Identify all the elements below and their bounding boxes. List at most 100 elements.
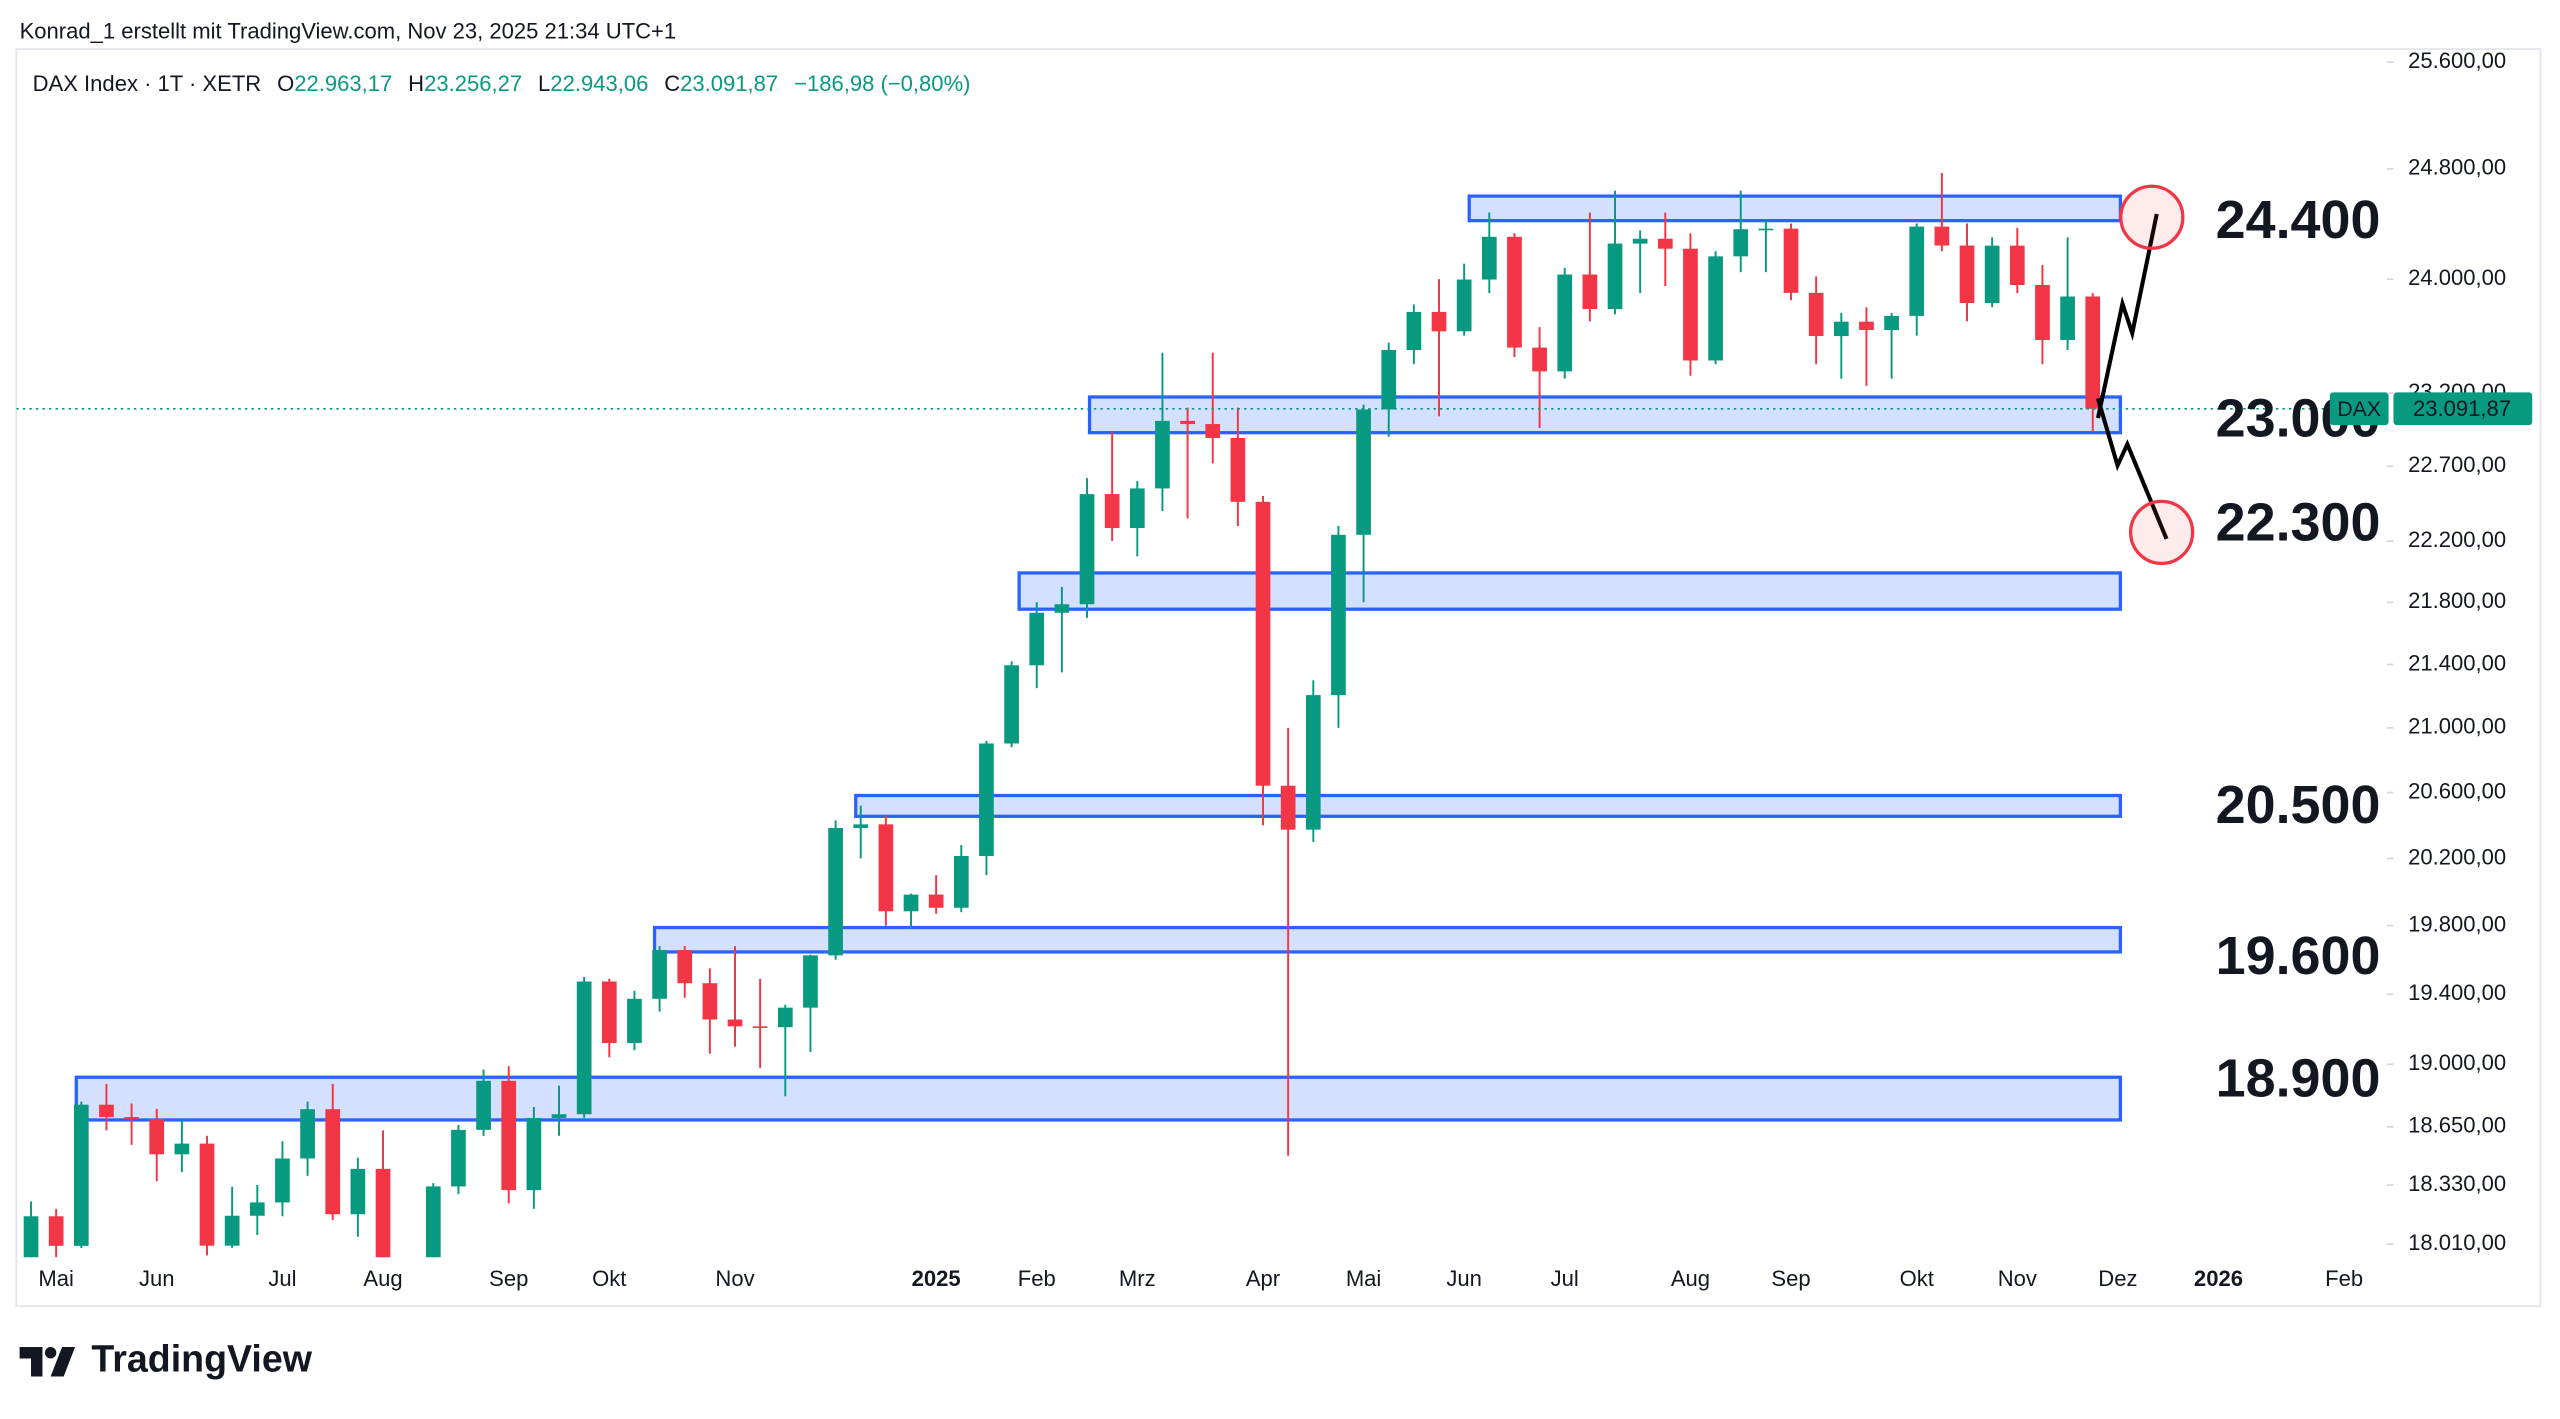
overlay xyxy=(2095,184,2195,566)
candle-body xyxy=(1431,311,1447,332)
candle-body xyxy=(526,1117,542,1191)
candle-body xyxy=(149,1119,165,1155)
candle-body xyxy=(375,1168,391,1258)
y-tick-label: 18.330,00 xyxy=(2408,1171,2506,1196)
logo-part xyxy=(44,1347,57,1359)
y-tick-label: 20.200,00 xyxy=(2408,844,2506,869)
support-zone xyxy=(652,925,2123,954)
candle-body xyxy=(727,1019,743,1027)
y-tick-label: 18.650,00 xyxy=(2408,1113,2506,1138)
level-annotation: 18.900 xyxy=(2216,1048,2381,1108)
legend: DAX Index · 1T · XETR O22.963,17 H23.256… xyxy=(33,71,971,96)
candle-body xyxy=(124,1117,139,1120)
legend-change: −186,98 (−0,80%) xyxy=(794,71,970,96)
candle-body xyxy=(1406,311,1422,351)
legend-key: H xyxy=(408,71,424,96)
candle-body xyxy=(1331,534,1346,696)
candle-body xyxy=(828,827,843,956)
candle-body xyxy=(1733,229,1749,257)
candle-body xyxy=(1708,256,1723,361)
forecast-down xyxy=(2096,397,2169,540)
y-tick-label: 19.800,00 xyxy=(2408,912,2506,937)
legend-key: C xyxy=(664,71,680,96)
candle-body xyxy=(1808,292,1824,337)
candle-body xyxy=(928,894,944,908)
candle-body xyxy=(1456,279,1472,332)
x-tick-label: Feb xyxy=(2325,1266,2363,1291)
candle-body xyxy=(1582,274,1598,310)
candle-body xyxy=(249,1202,265,1216)
candle-body xyxy=(1356,409,1371,535)
x-tick-label: Jul xyxy=(268,1266,296,1291)
y-tick-label: 19.400,00 xyxy=(2408,980,2506,1005)
candle-body xyxy=(803,955,818,1008)
candle-body xyxy=(1205,424,1221,438)
x-tick-label: Aug xyxy=(1671,1266,1710,1291)
candle-body xyxy=(853,824,869,828)
y-tick-label: 21.000,00 xyxy=(2408,714,2506,739)
x-tick-label: 2026 xyxy=(2194,1266,2243,1291)
forecast-up xyxy=(2095,213,2159,419)
support-zone xyxy=(854,793,2123,818)
candle-body xyxy=(224,1215,240,1246)
tv-logo xyxy=(19,1347,76,1377)
candle-body xyxy=(174,1143,190,1155)
candle-body xyxy=(1884,315,1899,331)
level-annotation: 20.500 xyxy=(2216,775,2381,835)
candle-body xyxy=(551,1114,567,1118)
x-tick-label: Feb xyxy=(1018,1266,1056,1291)
legend-key: L xyxy=(538,71,550,96)
candle-body xyxy=(627,998,642,1043)
candle-body xyxy=(2035,285,2050,341)
x-tick-label: Nov xyxy=(1998,1266,2037,1291)
y-tick-label: 25.600,00 xyxy=(2408,48,2506,73)
price-tag-text: 23.091,87 xyxy=(2413,396,2511,421)
labels: 25.600,0024.800,0024.000,0023.200,0022.7… xyxy=(38,48,2533,1291)
candle-body xyxy=(1004,665,1019,744)
x-tick-label: Mai xyxy=(38,1266,73,1291)
candle-body xyxy=(23,1216,39,1258)
candle-body xyxy=(425,1186,441,1258)
y-tick-label: 21.800,00 xyxy=(2408,588,2506,613)
author-line: Konrad_1 erstellt mit TradingView.com, N… xyxy=(20,19,677,44)
candle-body xyxy=(1381,350,1397,410)
candle-body xyxy=(1054,604,1070,613)
plot-area xyxy=(16,172,2387,1258)
price-tag xyxy=(2393,392,2533,426)
candle-body xyxy=(1657,238,1673,249)
candle-body xyxy=(1532,347,1547,372)
candle-body xyxy=(677,950,693,984)
x-tick-label: Jun xyxy=(139,1266,175,1291)
support-zone xyxy=(1467,194,2123,223)
candle-body xyxy=(576,981,592,1115)
candle-body xyxy=(601,981,617,1043)
candle-body xyxy=(275,1158,290,1203)
candle-body xyxy=(1909,226,1925,316)
candle-body xyxy=(1129,488,1145,529)
candle-body xyxy=(1984,245,2000,304)
candle-body xyxy=(1155,420,1170,489)
candle-body xyxy=(752,1026,768,1028)
candle-body xyxy=(451,1129,466,1187)
candle-body xyxy=(1029,612,1045,666)
candle-body xyxy=(1481,236,1497,280)
x-tick-label: Aug xyxy=(363,1266,402,1291)
legend-value: 23.091,87 xyxy=(680,71,778,96)
candle-body xyxy=(1833,321,1849,337)
support-zone xyxy=(1017,571,2123,611)
x-tick-label: Okt xyxy=(592,1266,626,1291)
candle-body xyxy=(878,824,894,912)
candle-body xyxy=(1104,494,1120,529)
level-annotation: 19.600 xyxy=(2216,926,2381,986)
target-circle xyxy=(2128,499,2195,566)
x-tick-label: Mrz xyxy=(1119,1266,1156,1291)
x-tick-label: Jul xyxy=(1551,1266,1579,1291)
x-tick-label: Jun xyxy=(1446,1266,1482,1291)
candle-body xyxy=(350,1168,366,1215)
y-tick-label: 19.000,00 xyxy=(2408,1050,2506,1075)
candle-body xyxy=(1255,501,1271,786)
candle-body xyxy=(1607,243,1623,310)
y-tick-label: 21.400,00 xyxy=(2408,650,2506,675)
